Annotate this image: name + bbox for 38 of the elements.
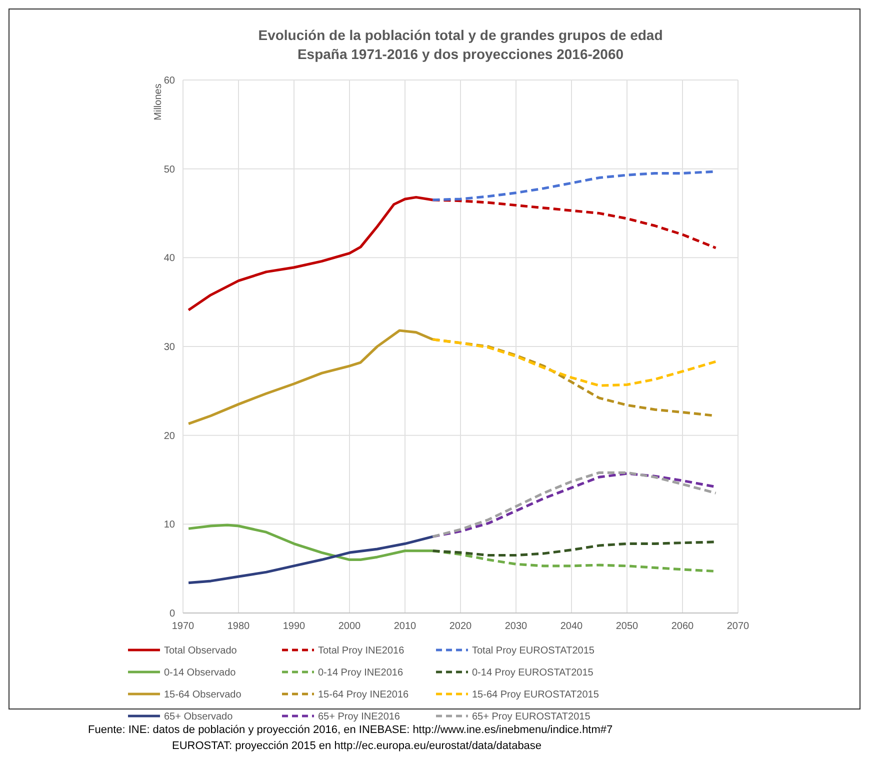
y-tick-label: 10: [164, 520, 176, 531]
x-tick-label: 2060: [671, 621, 694, 632]
x-tick-label: 2070: [726, 621, 750, 632]
y-tick-label: 0: [169, 608, 176, 620]
x-tick-label: 2030: [504, 621, 528, 632]
line-series: [187, 329, 434, 426]
legend-label: Total Proy INE2016: [318, 646, 405, 656]
line-series: [431, 338, 718, 387]
x-tick-label: 2040: [560, 621, 584, 632]
x-tick-label: 2050: [616, 621, 639, 632]
legend-label: 15-64 Observado: [164, 690, 242, 700]
y-tick-label: 40: [164, 253, 176, 264]
legend-label: 0-14 Observado: [164, 668, 236, 678]
legend-label: 65+ Proy INE2016: [318, 712, 400, 722]
x-tick-label: 2020: [449, 621, 472, 632]
x-tick-label: 1990: [282, 621, 306, 632]
source-note: Fuente: INE: datos de población y proyección 2016, en INEBASE: http://www.ine.es/inebmenu/indice.htm#7: [88, 724, 613, 736]
x-tick-label: 1980: [227, 621, 250, 632]
legend-label: Total Observado: [164, 646, 238, 656]
y-tick-label: 60: [164, 76, 176, 86]
legend-label: 0-14 Proy EUROSTAT2015: [472, 668, 594, 678]
y-tick-label: 30: [164, 342, 176, 353]
legend-label: 65+ Observado: [164, 712, 234, 722]
legend-label: 65+ Proy EUROSTAT2015: [472, 712, 591, 722]
y-tick-label: 50: [164, 164, 176, 176]
chart-subtitle: España 1971-2016 y dos proyecciones 2016-2060: [297, 46, 624, 62]
legend-label: 15-64 Proy INE2016: [318, 690, 410, 700]
chart-title: Evolución de la población total y de grandes grupos de edad: [258, 27, 663, 43]
y-axis-title: Millones: [153, 84, 164, 120]
line-series: [187, 535, 434, 584]
legend-label: 15-64 Proy EUROSTAT2015: [472, 690, 600, 700]
x-tick-label: 2010: [394, 621, 417, 632]
legend-label: 0-14 Proy INE2016: [318, 668, 404, 678]
x-tick-label: 1970: [172, 621, 195, 632]
y-tick-label: 20: [164, 430, 176, 442]
legend-label: Total Proy EUROSTAT2015: [472, 646, 595, 656]
x-tick-label: 2000: [338, 621, 362, 632]
text: EUROSTAT: proyección 2015 en http://ec.europa.eu/eurostat/data/database: [172, 740, 542, 752]
